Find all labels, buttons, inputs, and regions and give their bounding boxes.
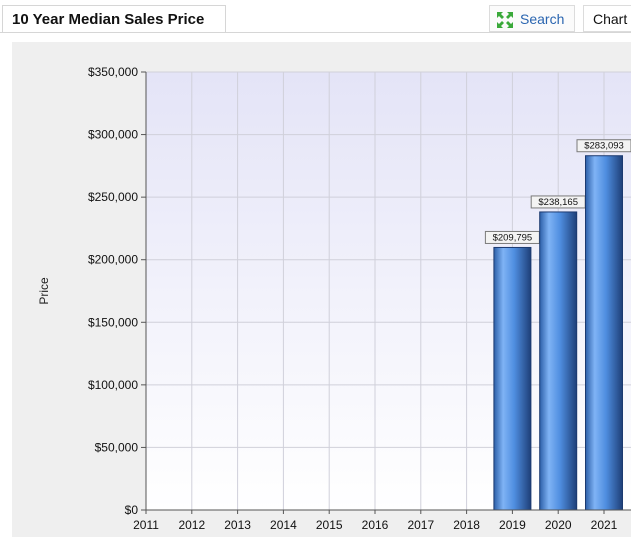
bars: $209,795 $238,165 $283,093 bbox=[484, 139, 631, 511]
y-tick-label: $100,000 bbox=[88, 378, 138, 392]
y-tick-label: $300,000 bbox=[88, 128, 138, 142]
x-tick-label: 2016 bbox=[362, 518, 389, 532]
search-button-label: Search bbox=[520, 11, 565, 27]
bar-chart: $209,795 $238,165 $283,093 $0 $50,000 $100,0… bbox=[37, 65, 631, 532]
x-tick-label: 2013 bbox=[224, 518, 251, 532]
y-tick-label: $50,000 bbox=[95, 440, 139, 454]
chart-button[interactable]: Chart bbox=[583, 5, 631, 32]
y-tick-label: $350,000 bbox=[88, 65, 138, 79]
data-label: $283,093 bbox=[584, 141, 624, 152]
x-tick-label: 2021 bbox=[591, 518, 618, 532]
x-tick-label: 2011 bbox=[133, 518, 159, 532]
title-tab: 10 Year Median Sales Price bbox=[2, 5, 226, 33]
bar bbox=[585, 155, 623, 511]
header-divider bbox=[0, 32, 631, 33]
y-tick-label: $150,000 bbox=[88, 315, 138, 329]
x-tick-label: 2018 bbox=[453, 518, 480, 532]
y-axis-label: Price bbox=[37, 277, 51, 305]
bar bbox=[493, 246, 532, 511]
x-tick-label: 2020 bbox=[545, 518, 572, 532]
expand-arrows-icon bbox=[497, 12, 513, 28]
search-button[interactable]: Search bbox=[489, 5, 575, 32]
x-tick-label: 2014 bbox=[270, 518, 297, 532]
axes: $0 $50,000 $100,000 $150,000 $200,000 $250,00… bbox=[88, 65, 631, 532]
data-label: $209,795 bbox=[493, 232, 533, 243]
x-tick-label: 2019 bbox=[499, 518, 526, 532]
y-tick-label: $200,000 bbox=[88, 253, 138, 267]
x-tick-label: 2012 bbox=[178, 518, 205, 532]
data-label: $238,165 bbox=[538, 197, 578, 208]
chart-panel: $209,795 $238,165 $283,093 $0 $50,000 $100,0… bbox=[12, 42, 631, 537]
x-tick-label: 2015 bbox=[316, 518, 343, 532]
grid-lines bbox=[146, 71, 631, 511]
y-tick-label: $250,000 bbox=[88, 190, 138, 204]
chart-button-label: Chart bbox=[593, 11, 628, 27]
page-title: 10 Year Median Sales Price bbox=[12, 11, 205, 28]
y-tick-label: $0 bbox=[125, 503, 139, 517]
data-label-box bbox=[576, 139, 631, 153]
chart-header: 10 Year Median Sales Price Search Chart bbox=[0, 0, 631, 34]
x-tick-label: 2017 bbox=[407, 518, 434, 532]
bar bbox=[539, 211, 578, 511]
